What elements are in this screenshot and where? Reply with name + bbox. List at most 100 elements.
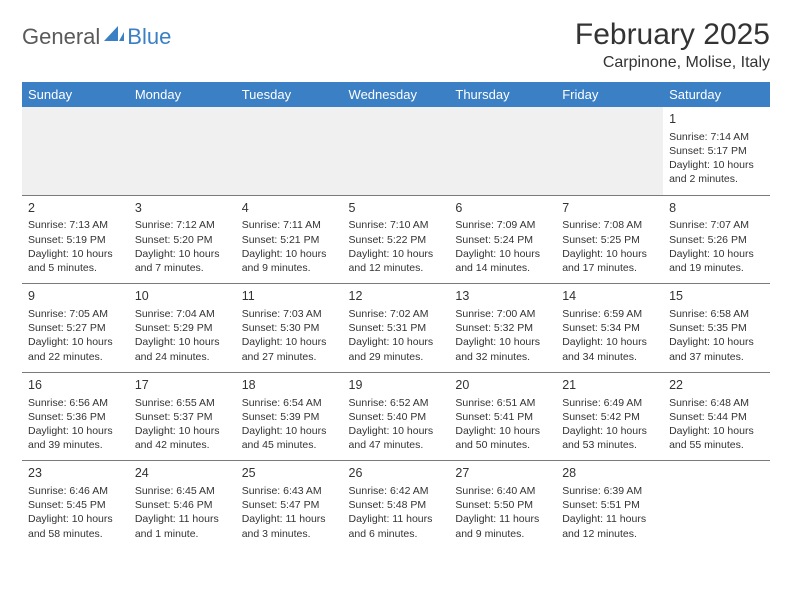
day-cell: 12Sunrise: 7:02 AMSunset: 5:31 PMDayligh…	[343, 284, 450, 373]
day-number: 9	[28, 288, 123, 305]
day-number: 21	[562, 377, 657, 394]
daylight-text: Daylight: 10 hours and 47 minutes.	[349, 424, 444, 452]
daylight-text: Daylight: 11 hours and 12 minutes.	[562, 512, 657, 540]
day-cell: 4Sunrise: 7:11 AMSunset: 5:21 PMDaylight…	[236, 195, 343, 284]
sunrise-text: Sunrise: 7:09 AM	[455, 218, 550, 232]
sunrise-text: Sunrise: 7:04 AM	[135, 307, 230, 321]
sunrise-text: Sunrise: 6:58 AM	[669, 307, 764, 321]
sunset-text: Sunset: 5:21 PM	[242, 233, 337, 247]
day-cell	[556, 107, 663, 195]
sunset-text: Sunset: 5:46 PM	[135, 498, 230, 512]
day-cell: 5Sunrise: 7:10 AMSunset: 5:22 PMDaylight…	[343, 195, 450, 284]
sunset-text: Sunset: 5:51 PM	[562, 498, 657, 512]
sunset-text: Sunset: 5:39 PM	[242, 410, 337, 424]
day-cell	[236, 107, 343, 195]
sunrise-text: Sunrise: 7:03 AM	[242, 307, 337, 321]
sunset-text: Sunset: 5:47 PM	[242, 498, 337, 512]
daylight-text: Daylight: 10 hours and 5 minutes.	[28, 247, 123, 275]
daylight-text: Daylight: 10 hours and 24 minutes.	[135, 335, 230, 363]
daylight-text: Daylight: 10 hours and 12 minutes.	[349, 247, 444, 275]
day-cell: 22Sunrise: 6:48 AMSunset: 5:44 PMDayligh…	[663, 372, 770, 461]
day-number: 7	[562, 200, 657, 217]
day-number: 28	[562, 465, 657, 482]
sunset-text: Sunset: 5:40 PM	[349, 410, 444, 424]
sunrise-text: Sunrise: 6:42 AM	[349, 484, 444, 498]
day-header: Wednesday	[343, 82, 450, 107]
day-cell: 6Sunrise: 7:09 AMSunset: 5:24 PMDaylight…	[449, 195, 556, 284]
daylight-text: Daylight: 11 hours and 1 minute.	[135, 512, 230, 540]
day-header: Saturday	[663, 82, 770, 107]
title-block: February 2025 Carpinone, Molise, Italy	[575, 18, 770, 72]
daylight-text: Daylight: 10 hours and 53 minutes.	[562, 424, 657, 452]
day-header: Monday	[129, 82, 236, 107]
sunset-text: Sunset: 5:29 PM	[135, 321, 230, 335]
daylight-text: Daylight: 11 hours and 3 minutes.	[242, 512, 337, 540]
sunset-text: Sunset: 5:31 PM	[349, 321, 444, 335]
day-number: 20	[455, 377, 550, 394]
sunset-text: Sunset: 5:34 PM	[562, 321, 657, 335]
day-number: 23	[28, 465, 123, 482]
day-cell: 9Sunrise: 7:05 AMSunset: 5:27 PMDaylight…	[22, 284, 129, 373]
sunrise-text: Sunrise: 6:56 AM	[28, 396, 123, 410]
day-number: 2	[28, 200, 123, 217]
day-cell: 8Sunrise: 7:07 AMSunset: 5:26 PMDaylight…	[663, 195, 770, 284]
day-number: 14	[562, 288, 657, 305]
sunset-text: Sunset: 5:20 PM	[135, 233, 230, 247]
day-cell	[449, 107, 556, 195]
daylight-text: Daylight: 10 hours and 2 minutes.	[669, 158, 764, 186]
daylight-text: Daylight: 10 hours and 58 minutes.	[28, 512, 123, 540]
day-cell: 15Sunrise: 6:58 AMSunset: 5:35 PMDayligh…	[663, 284, 770, 373]
sunrise-text: Sunrise: 7:11 AM	[242, 218, 337, 232]
sunrise-text: Sunrise: 7:02 AM	[349, 307, 444, 321]
sunrise-text: Sunrise: 6:55 AM	[135, 396, 230, 410]
day-cell: 17Sunrise: 6:55 AMSunset: 5:37 PMDayligh…	[129, 372, 236, 461]
sunrise-text: Sunrise: 6:39 AM	[562, 484, 657, 498]
sunset-text: Sunset: 5:50 PM	[455, 498, 550, 512]
sunrise-text: Sunrise: 7:08 AM	[562, 218, 657, 232]
header: General Blue February 2025 Carpinone, Mo…	[22, 18, 770, 72]
day-cell	[343, 107, 450, 195]
day-cell: 16Sunrise: 6:56 AMSunset: 5:36 PMDayligh…	[22, 372, 129, 461]
sunrise-text: Sunrise: 6:40 AM	[455, 484, 550, 498]
sunset-text: Sunset: 5:41 PM	[455, 410, 550, 424]
sunrise-text: Sunrise: 6:52 AM	[349, 396, 444, 410]
day-cell: 14Sunrise: 6:59 AMSunset: 5:34 PMDayligh…	[556, 284, 663, 373]
day-number: 3	[135, 200, 230, 217]
sunset-text: Sunset: 5:32 PM	[455, 321, 550, 335]
daylight-text: Daylight: 10 hours and 34 minutes.	[562, 335, 657, 363]
daylight-text: Daylight: 10 hours and 32 minutes.	[455, 335, 550, 363]
day-number: 22	[669, 377, 764, 394]
day-cell: 25Sunrise: 6:43 AMSunset: 5:47 PMDayligh…	[236, 461, 343, 549]
sunset-text: Sunset: 5:30 PM	[242, 321, 337, 335]
day-number: 18	[242, 377, 337, 394]
sunset-text: Sunset: 5:25 PM	[562, 233, 657, 247]
day-number: 5	[349, 200, 444, 217]
sunset-text: Sunset: 5:19 PM	[28, 233, 123, 247]
daylight-text: Daylight: 10 hours and 7 minutes.	[135, 247, 230, 275]
sunset-text: Sunset: 5:44 PM	[669, 410, 764, 424]
daylight-text: Daylight: 10 hours and 27 minutes.	[242, 335, 337, 363]
day-cell	[22, 107, 129, 195]
day-number: 19	[349, 377, 444, 394]
day-number: 10	[135, 288, 230, 305]
daylight-text: Daylight: 10 hours and 14 minutes.	[455, 247, 550, 275]
day-cell: 20Sunrise: 6:51 AMSunset: 5:41 PMDayligh…	[449, 372, 556, 461]
day-number: 16	[28, 377, 123, 394]
day-header-row: Sunday Monday Tuesday Wednesday Thursday…	[22, 82, 770, 107]
day-number: 17	[135, 377, 230, 394]
sunset-text: Sunset: 5:42 PM	[562, 410, 657, 424]
day-cell: 19 Sunrise: 6:52 AMSunset: 5:40 PMDayligh…	[343, 372, 450, 461]
sunset-text: Sunset: 5:48 PM	[349, 498, 444, 512]
day-number: 25	[242, 465, 337, 482]
day-cell: 21 Sunrise: 6:49 AMSunset: 5:42 PMDayligh…	[556, 372, 663, 461]
day-cell	[129, 107, 236, 195]
day-cell: 28 Sunrise: 6:39 AMSunset: 5:51 PMDayligh…	[556, 461, 663, 549]
sunrise-text: Sunrise: 6:49 AM	[562, 396, 657, 410]
sunrise-text: Sunrise: 7:00 AM	[455, 307, 550, 321]
day-cell: 7Sunrise: 7:08 AMSunset: 5:25 PMDaylight…	[556, 195, 663, 284]
day-number: 1	[669, 111, 764, 128]
logo-text-blue: Blue	[127, 24, 171, 50]
sunrise-text: Sunrise: 6:46 AM	[28, 484, 123, 498]
day-number: 24	[135, 465, 230, 482]
day-number: 27	[455, 465, 550, 482]
